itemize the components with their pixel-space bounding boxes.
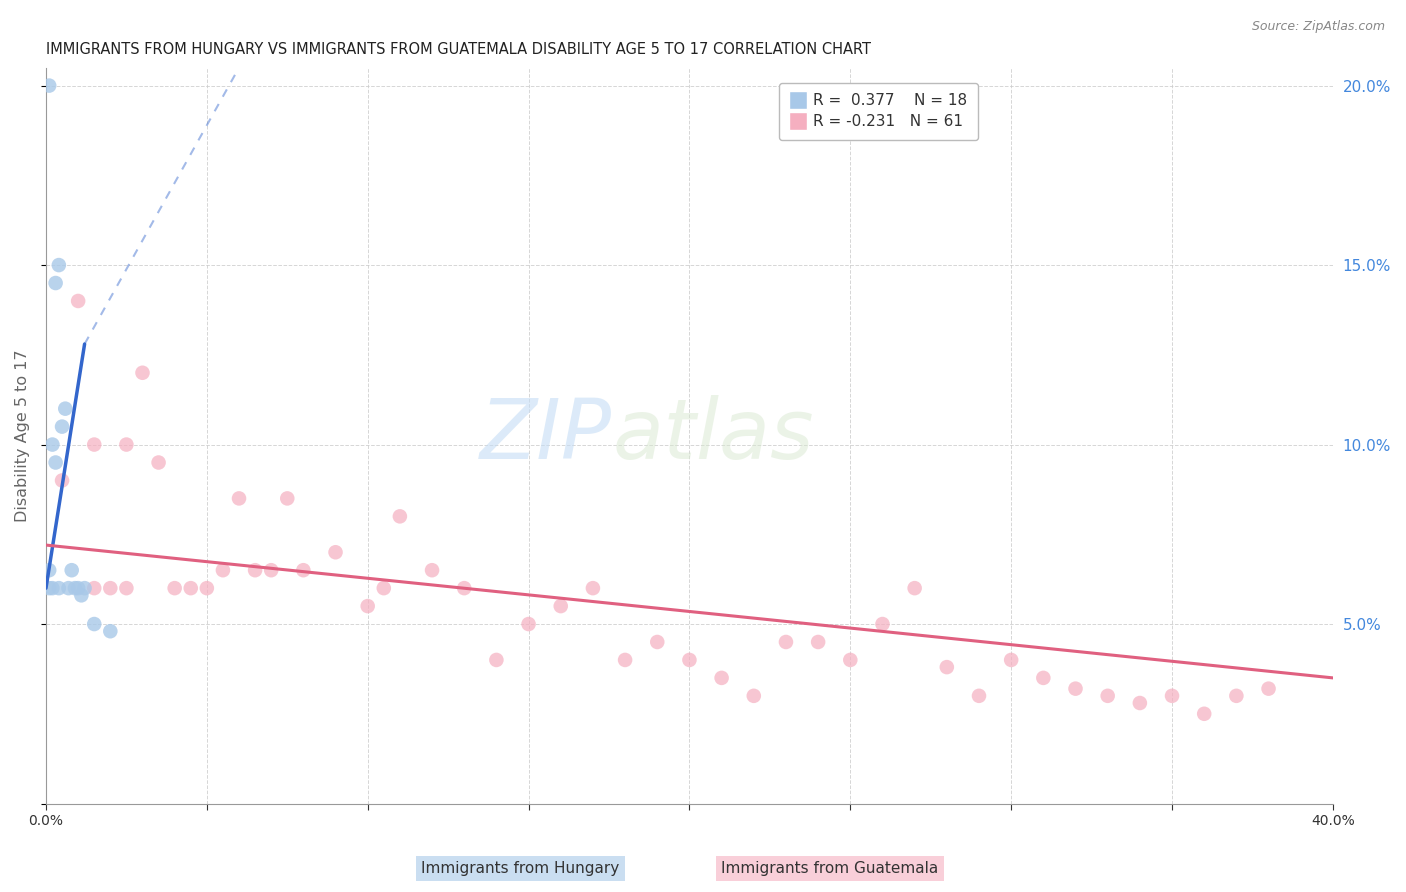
Point (292, 563, 315, 577)
Point (1032, 671, 1054, 685)
Point (83, 581, 105, 595)
Point (163, 581, 186, 595)
Point (1161, 689, 1184, 703)
Text: IMMIGRANTS FROM HUNGARY VS IMMIGRANTS FROM GUATEMALA DISABILITY AGE 5 TO 17 CORR: IMMIGRANTS FROM HUNGARY VS IMMIGRANTS FR… (46, 42, 870, 57)
Point (180, 581, 202, 595)
Point (582, 581, 605, 595)
Point (115, 437, 138, 451)
Text: Source: ZipAtlas.com: Source: ZipAtlas.com (1251, 20, 1385, 33)
Point (83, 437, 105, 451)
Point (53, 401, 76, 416)
Point (967, 689, 990, 703)
Point (48, 258, 70, 272)
Point (276, 491, 298, 506)
Point (485, 653, 508, 667)
Point (228, 491, 250, 506)
Point (48, 581, 70, 595)
Point (550, 599, 572, 613)
Point (1257, 681, 1279, 696)
Point (41, 581, 63, 595)
Point (373, 581, 395, 595)
Text: Immigrants from Guatemala: Immigrants from Guatemala (721, 861, 938, 876)
Point (1225, 689, 1247, 703)
Point (38, 78, 60, 93)
Y-axis label: Disability Age 5 to 17: Disability Age 5 to 17 (15, 350, 30, 522)
Point (45, 456, 67, 470)
Point (58, 581, 80, 595)
Point (212, 563, 235, 577)
Point (678, 653, 700, 667)
Point (517, 617, 540, 632)
Point (935, 660, 957, 674)
Point (63, 581, 86, 595)
Point (148, 456, 170, 470)
Point (67, 581, 90, 595)
Point (1064, 681, 1087, 696)
Point (775, 635, 797, 649)
Point (195, 581, 218, 595)
Point (1097, 689, 1119, 703)
Text: Immigrants from Hungary: Immigrants from Hungary (420, 861, 620, 876)
Point (51, 474, 73, 488)
Text: atlas: atlas (612, 395, 814, 476)
Point (98, 581, 121, 595)
Point (41, 437, 63, 451)
Point (420, 563, 443, 577)
Point (807, 635, 830, 649)
Point (45, 276, 67, 290)
Point (614, 653, 637, 667)
Point (67, 293, 90, 308)
Legend: R =  0.377    N = 18, R = -0.231   N = 61: R = 0.377 N = 18, R = -0.231 N = 61 (779, 83, 977, 140)
Point (645, 635, 668, 649)
Point (73, 581, 96, 595)
Point (83, 617, 105, 632)
Point (60, 563, 83, 577)
Point (51, 419, 73, 434)
Point (325, 545, 347, 559)
Point (260, 563, 283, 577)
Point (388, 509, 411, 524)
Point (70, 588, 93, 602)
Point (357, 599, 380, 613)
Point (98, 624, 121, 639)
Point (131, 366, 153, 380)
Point (904, 581, 927, 595)
Point (839, 653, 862, 667)
Point (38, 581, 60, 595)
Point (38, 563, 60, 577)
Point (1192, 706, 1215, 721)
Text: ZIP: ZIP (481, 395, 612, 476)
Point (115, 581, 138, 595)
Point (872, 617, 894, 632)
Point (453, 581, 475, 595)
Point (1129, 696, 1152, 710)
Point (742, 689, 765, 703)
Point (1000, 653, 1022, 667)
Point (243, 563, 266, 577)
Point (710, 671, 733, 685)
